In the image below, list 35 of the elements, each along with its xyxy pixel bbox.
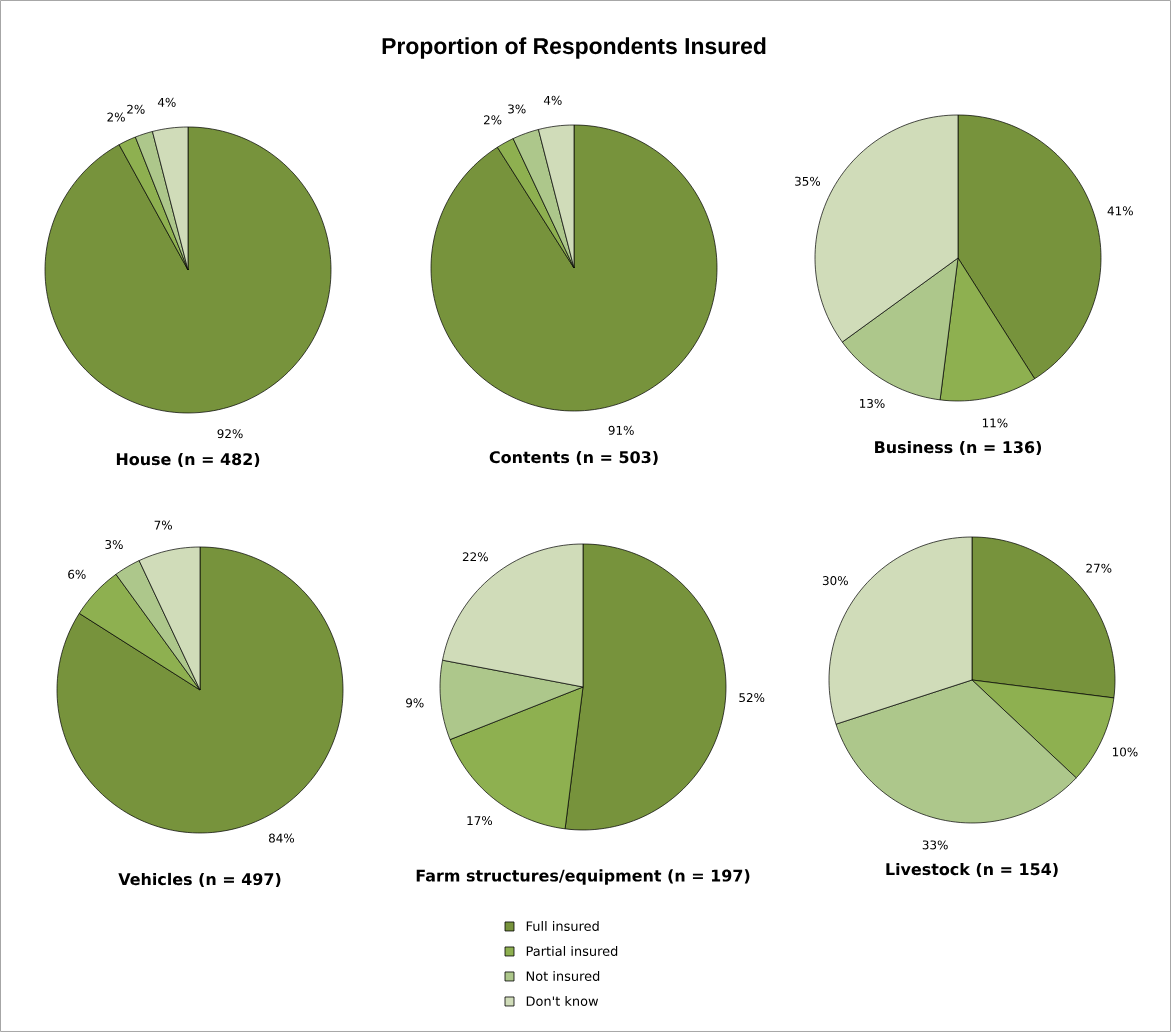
data-label: 9%	[406, 698, 424, 708]
text: House (n = 482)	[116, 452, 260, 468]
data-label: 4%	[157, 97, 176, 107]
data-label: 3%	[508, 104, 526, 114]
data-label: 33%	[922, 840, 948, 850]
data-label: 84%	[268, 833, 295, 843]
data-label: 2%	[107, 112, 125, 122]
data-label: 11%	[982, 418, 1008, 428]
chart-title: Proportion of Respondents Insured	[382, 37, 766, 59]
text: Contents (n = 503)	[489, 450, 658, 466]
legend-label: Full insured	[526, 920, 599, 931]
data-label: 35%	[795, 176, 821, 186]
data-label: 2%	[127, 104, 145, 114]
legend-label: Partial insured	[526, 945, 618, 956]
data-label: 7%	[154, 520, 172, 530]
legend-label: Not insured	[526, 970, 600, 981]
data-label: 2%	[483, 115, 502, 125]
data-label: 13%	[860, 398, 885, 408]
data-label: 3%	[105, 539, 123, 550]
data-label: 30%	[822, 576, 848, 586]
text: Vehicles (n = 497)	[118, 872, 281, 888]
text: Livestock (n = 154)	[886, 862, 1058, 878]
data-label: 52%	[739, 693, 765, 703]
data-label: 41%	[1107, 206, 1133, 216]
data-label: 92%	[217, 429, 243, 439]
data-label: 17%	[467, 816, 493, 826]
data-label: 10%	[1112, 747, 1138, 757]
data-label: 27%	[1086, 563, 1112, 573]
data-label: 4%	[543, 95, 562, 105]
text: Business (n = 136)	[875, 440, 1042, 456]
data-label: 6%	[68, 569, 86, 579]
legend-label: Don't know	[526, 995, 599, 1006]
data-label: 91%	[608, 425, 634, 435]
text: Farm structures/equipment (n = 197)	[416, 869, 750, 885]
data-label: 22%	[462, 552, 488, 562]
